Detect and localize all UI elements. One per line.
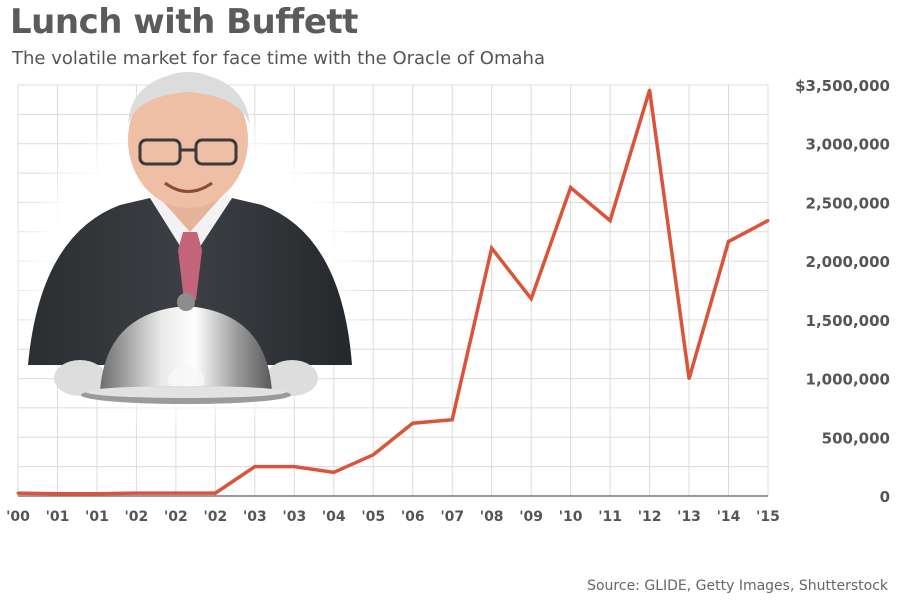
data-series: [16, 88, 770, 496]
x-tick-label: '13: [677, 509, 701, 525]
x-tick-label: '15: [756, 509, 780, 525]
data-point: [371, 453, 375, 457]
y-tick-label: 500,000: [822, 429, 890, 447]
x-tick-label: '14: [717, 509, 741, 525]
data-point: [213, 491, 217, 495]
x-tick-label: '11: [598, 509, 622, 525]
data-point: [608, 219, 612, 223]
x-tick-label: '12: [638, 509, 662, 525]
x-tick-label: '02: [164, 509, 188, 525]
x-tick-label: '05: [361, 509, 385, 525]
x-tick-label: '07: [440, 509, 464, 525]
price-line: [17, 89, 769, 496]
data-point: [648, 88, 652, 92]
y-tick-label: $3,500,000: [795, 77, 890, 95]
data-point: [727, 240, 731, 244]
x-tick-label: '06: [401, 509, 425, 525]
buffett-photo: [5, 72, 375, 435]
x-tick-label: '08: [480, 509, 504, 525]
y-tick-label: 2,500,000: [806, 194, 890, 212]
data-point: [253, 465, 257, 469]
data-point: [55, 492, 59, 496]
x-tick-label: '04: [322, 509, 346, 525]
data-point: [490, 246, 494, 250]
data-point: [687, 377, 691, 381]
x-tick-label: '03: [282, 509, 306, 525]
data-point: [292, 465, 296, 469]
x-tick-label: '02: [203, 509, 227, 525]
data-point: [569, 186, 573, 190]
data-point: [134, 491, 138, 495]
x-tick-label: '02: [125, 509, 149, 525]
y-tick-label: 1,000,000: [806, 371, 890, 389]
data-point: [16, 491, 20, 495]
chart-title: Lunch with Buffett: [10, 2, 358, 42]
y-tick-label: 1,500,000: [806, 312, 890, 330]
y-tick-label: 2,000,000: [806, 253, 890, 271]
x-tick-label: '01: [46, 509, 70, 525]
chart-subtitle: The volatile market for face time with t…: [12, 48, 545, 69]
y-tick-label: 3,000,000: [806, 136, 890, 154]
data-point: [529, 297, 533, 301]
x-tick-label: '01: [85, 509, 109, 525]
y-tick-label: 0: [880, 488, 890, 506]
data-point: [332, 470, 336, 474]
x-tick-label: '09: [519, 509, 543, 525]
data-point: [450, 418, 454, 422]
data-point: [411, 421, 415, 425]
chart-axes: 0 500,000 1,000,000 1,500,000 2,000,000 2,500…: [6, 77, 890, 525]
data-point: [766, 219, 770, 223]
x-tick-label: '10: [559, 509, 583, 525]
source-note: Source: GLIDE, Getty Images, Shutterstoc…: [587, 578, 888, 594]
x-tick-label: '03: [243, 509, 267, 525]
data-point: [174, 491, 178, 495]
data-point: [95, 492, 99, 496]
x-tick-label: '00: [6, 509, 30, 525]
